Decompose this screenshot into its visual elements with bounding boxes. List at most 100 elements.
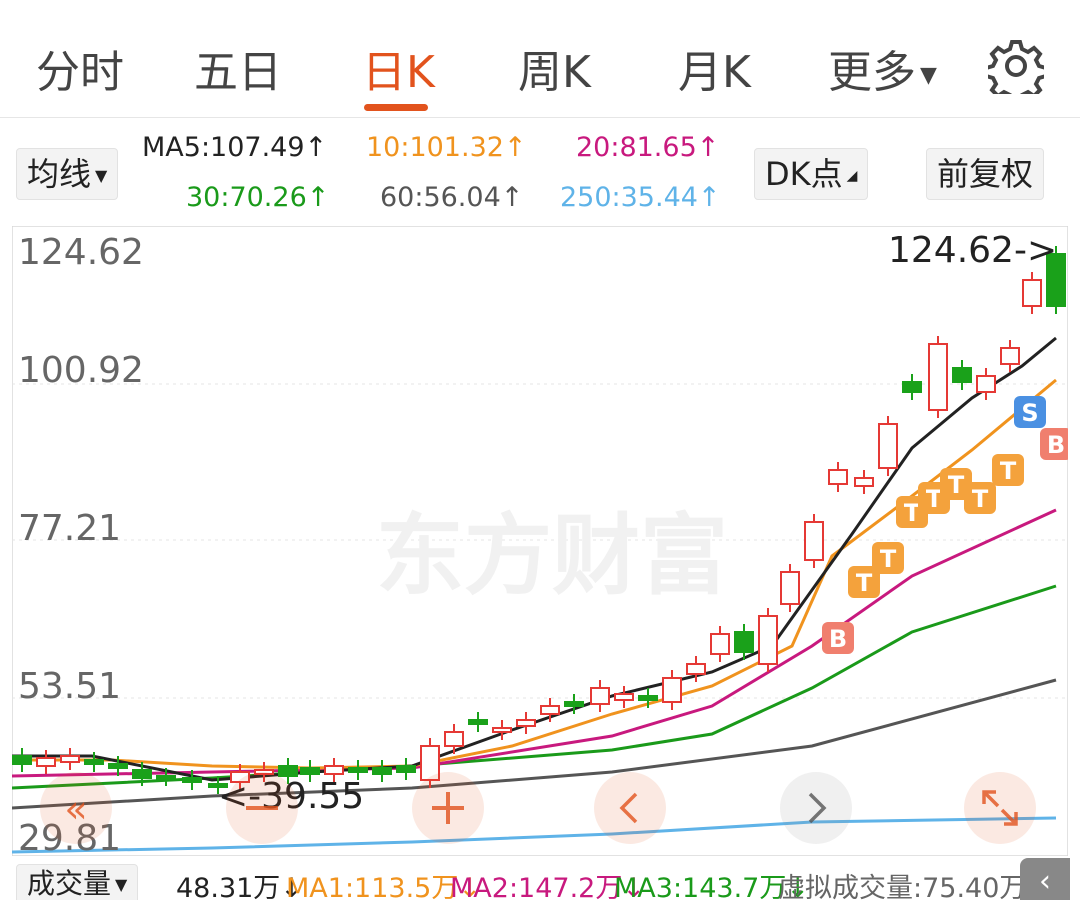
take-marker-letter: T <box>904 499 921 527</box>
candle-body <box>758 615 778 665</box>
candle-body <box>662 677 682 703</box>
zoom-out-button[interactable] <box>226 772 298 844</box>
ma60-value: 60:56.04↑ <box>380 182 524 213</box>
candle-body <box>1000 347 1020 365</box>
y-label-5: 29.81 <box>18 818 121 856</box>
caret-down-icon: ▼ <box>115 875 128 894</box>
indicator-select[interactable]: 均线 ▼ <box>16 148 119 200</box>
scroll-right-button[interactable] <box>780 772 852 844</box>
minus-icon <box>246 806 278 810</box>
candle-body <box>444 731 464 747</box>
ma20-value: 20:81.65↑ <box>576 132 720 163</box>
candle-body <box>952 367 972 383</box>
ma5-value: MA5:107.49↑ <box>142 132 328 163</box>
ma-legend-bar: 均线 ▼ MA5:107.49↑ 10:101.32↑ 20:81.65↑ 30:… <box>0 120 1080 224</box>
candle-body <box>614 693 634 701</box>
buy-marker-bg <box>1040 428 1068 460</box>
candle-body <box>928 343 948 411</box>
sell-marker-bg <box>1014 396 1046 428</box>
candle-body <box>804 521 824 561</box>
candle-body <box>734 631 754 653</box>
candle-body <box>278 765 298 777</box>
candle-body <box>516 719 536 727</box>
candle-body <box>230 771 250 783</box>
candle-body <box>396 765 416 773</box>
volume-legend-bar: 成交量 ▼ 48.31万↓ MA1:113.5万↓ MA2:147.2万↓ MA3… <box>0 862 1080 900</box>
fullscreen-button[interactable] <box>964 772 1036 844</box>
tab-yuek[interactable]: 月K <box>678 47 751 98</box>
buy-marker-bg <box>822 622 854 654</box>
candle-body <box>854 477 874 487</box>
candle-body <box>686 663 706 675</box>
take-marker-bg <box>848 566 880 598</box>
right-icon <box>808 792 827 824</box>
indicator-select-label: 均线 <box>27 155 92 193</box>
candle-body <box>638 695 658 701</box>
candle-body <box>156 775 176 780</box>
side-panel-toggle[interactable]: ‹ <box>1020 858 1070 900</box>
sell-marker-letter: S <box>1021 399 1038 427</box>
candle-body <box>828 469 848 485</box>
zoom-in-button[interactable] <box>412 772 484 844</box>
candle-body <box>254 769 274 775</box>
scroll-left-fast-button[interactable]: « <box>40 772 112 844</box>
candle-body <box>132 769 152 779</box>
take-marker-letter: T <box>926 485 943 513</box>
candle-body <box>208 783 228 788</box>
candle-body <box>348 767 368 773</box>
corner-caret-icon: ◢ <box>846 168 858 184</box>
candle-body <box>590 687 610 705</box>
volume-indicator-select[interactable]: 成交量 ▼ <box>16 864 139 900</box>
candle-body <box>492 727 512 733</box>
ma10-value: 10:101.32↑ <box>366 132 527 163</box>
caret-down-icon: ▼ <box>920 62 937 88</box>
candle-body <box>710 633 730 655</box>
volume-value: 48.31万↓ <box>176 873 303 900</box>
candle-body <box>84 759 104 765</box>
candle-body <box>36 757 56 767</box>
tab-wuri[interactable]: 五日 <box>194 47 282 98</box>
adjust-button[interactable]: 前复权 <box>926 148 1045 200</box>
candle-body <box>902 381 922 393</box>
scroll-left-button[interactable] <box>594 772 666 844</box>
candle-body <box>1046 253 1066 307</box>
tab-zhouk[interactable]: 周K <box>518 47 591 98</box>
take-marker-letter: T <box>1000 457 1017 485</box>
double-left-icon: « <box>64 787 87 831</box>
tab-fenshi[interactable]: 分时 <box>36 47 124 98</box>
adjust-label: 前复权 <box>937 155 1034 193</box>
y-label-2: 100.92 <box>18 350 144 391</box>
volume-ma2: MA2:147.2万↓ <box>450 873 645 900</box>
candle-body <box>12 755 32 765</box>
take-marker-bg <box>872 542 904 574</box>
candle-body <box>780 571 800 605</box>
tab-rik[interactable]: 日K <box>362 47 435 98</box>
max-price-label: 124.62-> <box>888 230 1057 271</box>
take-marker-bg <box>964 482 996 514</box>
candle-body <box>468 719 488 725</box>
candle-body <box>420 745 440 781</box>
candle-body <box>372 767 392 775</box>
dk-point-select[interactable]: DK点 ◢ <box>754 148 869 200</box>
gear-icon[interactable] <box>988 38 1044 94</box>
candles <box>12 246 1066 794</box>
take-marker-bg <box>992 454 1024 486</box>
ma60-line <box>12 678 1057 810</box>
volume-ma3: MA3:143.7万↓ <box>614 873 809 900</box>
tab-more[interactable]: 更多 ▼ <box>828 36 937 100</box>
period-tabs: 分时 五日 日K 周K 月K 更多 ▼ <box>0 0 1080 118</box>
candle-body <box>540 705 560 715</box>
take-marker-letter: T <box>948 471 965 499</box>
candle-body <box>976 375 996 393</box>
plus-icon <box>432 792 464 824</box>
tab-more-label: 更多 <box>828 47 916 98</box>
y-label-4: 53.51 <box>18 666 121 707</box>
y-axis-labels: 124.62 100.92 77.21 53.51 29.81 <box>18 232 144 856</box>
ma250-value: 250:35.44↑ <box>560 182 721 213</box>
candle-body <box>182 777 202 783</box>
y-label-1: 124.62 <box>18 232 144 273</box>
candle-body <box>60 755 80 763</box>
